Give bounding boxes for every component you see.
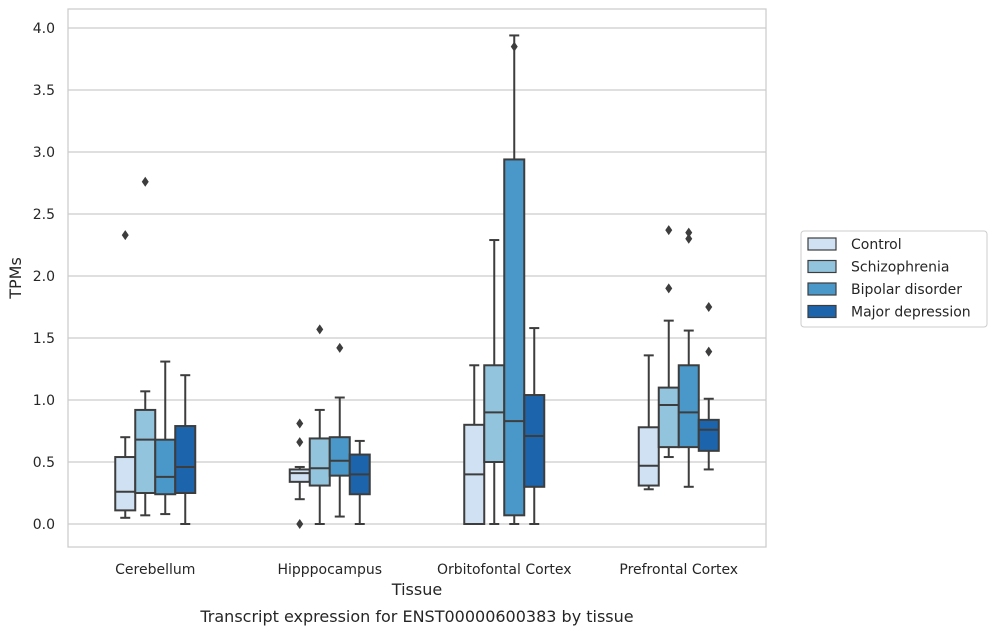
y-axis-label: TPMs — [6, 257, 25, 300]
box-iqr — [657, 386, 680, 449]
y-tick-labels: 0.0 0.5 1.0 1.5 2.0 2.5 3.0 3.5 4.0 — [33, 21, 55, 533]
legend-label: Major depression — [851, 305, 971, 321]
outlier-point — [705, 302, 713, 312]
outlier-point — [685, 227, 693, 238]
legend-label: Control — [851, 237, 902, 253]
box-1-0 — [288, 418, 311, 529]
box-2-1 — [483, 239, 506, 525]
outlier-point — [316, 324, 324, 335]
y-tick-label: 4.0 — [33, 21, 55, 37]
box-3-3 — [697, 302, 720, 471]
y-tick-label: 3.5 — [33, 83, 55, 99]
box-iqr — [154, 438, 177, 496]
box-0-3 — [174, 374, 197, 525]
outlier-point — [296, 437, 304, 448]
legend-swatch — [807, 304, 837, 319]
y-tick-label: 0.5 — [33, 455, 55, 471]
outlier-point — [141, 176, 149, 187]
legend-frame — [800, 230, 988, 328]
box-iqr — [328, 436, 351, 477]
x-tick-label: Orbitofontal Cortex — [437, 562, 572, 578]
box-iqr — [134, 408, 157, 495]
box-iqr — [503, 158, 526, 517]
box-2-3 — [523, 327, 546, 525]
outlier-point — [296, 418, 304, 429]
box-2-0 — [463, 364, 486, 525]
box-2-2 — [503, 34, 526, 525]
box-iqr — [288, 468, 311, 483]
box-iqr — [308, 437, 331, 487]
outlier-point — [336, 342, 344, 353]
legend-swatch — [807, 282, 837, 296]
outlier-point — [296, 519, 304, 529]
x-tick-label: Prefrontal Cortex — [619, 562, 738, 578]
box-iqr — [523, 394, 546, 488]
outlier-point — [685, 233, 693, 244]
y-tick-label: 1.0 — [33, 393, 55, 409]
y-tick-label: 2.5 — [33, 207, 55, 223]
plot-frame — [67, 8, 767, 548]
outlier-point — [121, 230, 129, 241]
box-iqr — [637, 426, 660, 487]
legend-label: Schizophrenia — [851, 260, 949, 276]
box-1-2 — [328, 342, 351, 518]
x-tick-label: Hipppocampus — [277, 562, 382, 578]
box-0-2 — [154, 360, 177, 516]
box-1-3 — [348, 439, 371, 525]
y-tick-label: 0.0 — [33, 517, 55, 533]
box-1-1 — [308, 324, 331, 525]
x-axis-label: Tissue — [391, 580, 442, 599]
y-tick-label: 2.0 — [33, 269, 55, 285]
y-tick-label: 1.5 — [33, 331, 55, 347]
chart-caption: Transcript expression for ENST0000060038… — [199, 607, 633, 626]
box-iqr — [114, 456, 137, 512]
outlier-point — [665, 225, 673, 236]
outlier-point — [705, 346, 713, 357]
x-tick-label: Cerebellum — [115, 562, 195, 578]
outlier-point — [510, 41, 518, 52]
box-iqr — [174, 425, 197, 495]
outlier-point — [665, 283, 673, 294]
box-3-1 — [657, 225, 680, 459]
legend: Control Schizophrenia Bipolar disorder Majo… — [800, 230, 988, 328]
y-tick-label: 3.0 — [33, 145, 55, 161]
box-3-2 — [677, 227, 700, 488]
legend-swatch — [807, 259, 837, 274]
box-0-1 — [134, 176, 157, 517]
box-3-0 — [637, 354, 660, 491]
legend-label: Bipolar disorder — [851, 282, 962, 298]
box-iqr — [697, 418, 720, 452]
boxes — [114, 34, 720, 529]
box-iqr — [483, 364, 506, 463]
x-tick-labels: Cerebellum Hipppocampus Orbitofontal Corte… — [115, 562, 738, 578]
legend-swatch — [807, 237, 837, 251]
box-0-0 — [114, 230, 137, 519]
box-iqr — [677, 364, 700, 449]
